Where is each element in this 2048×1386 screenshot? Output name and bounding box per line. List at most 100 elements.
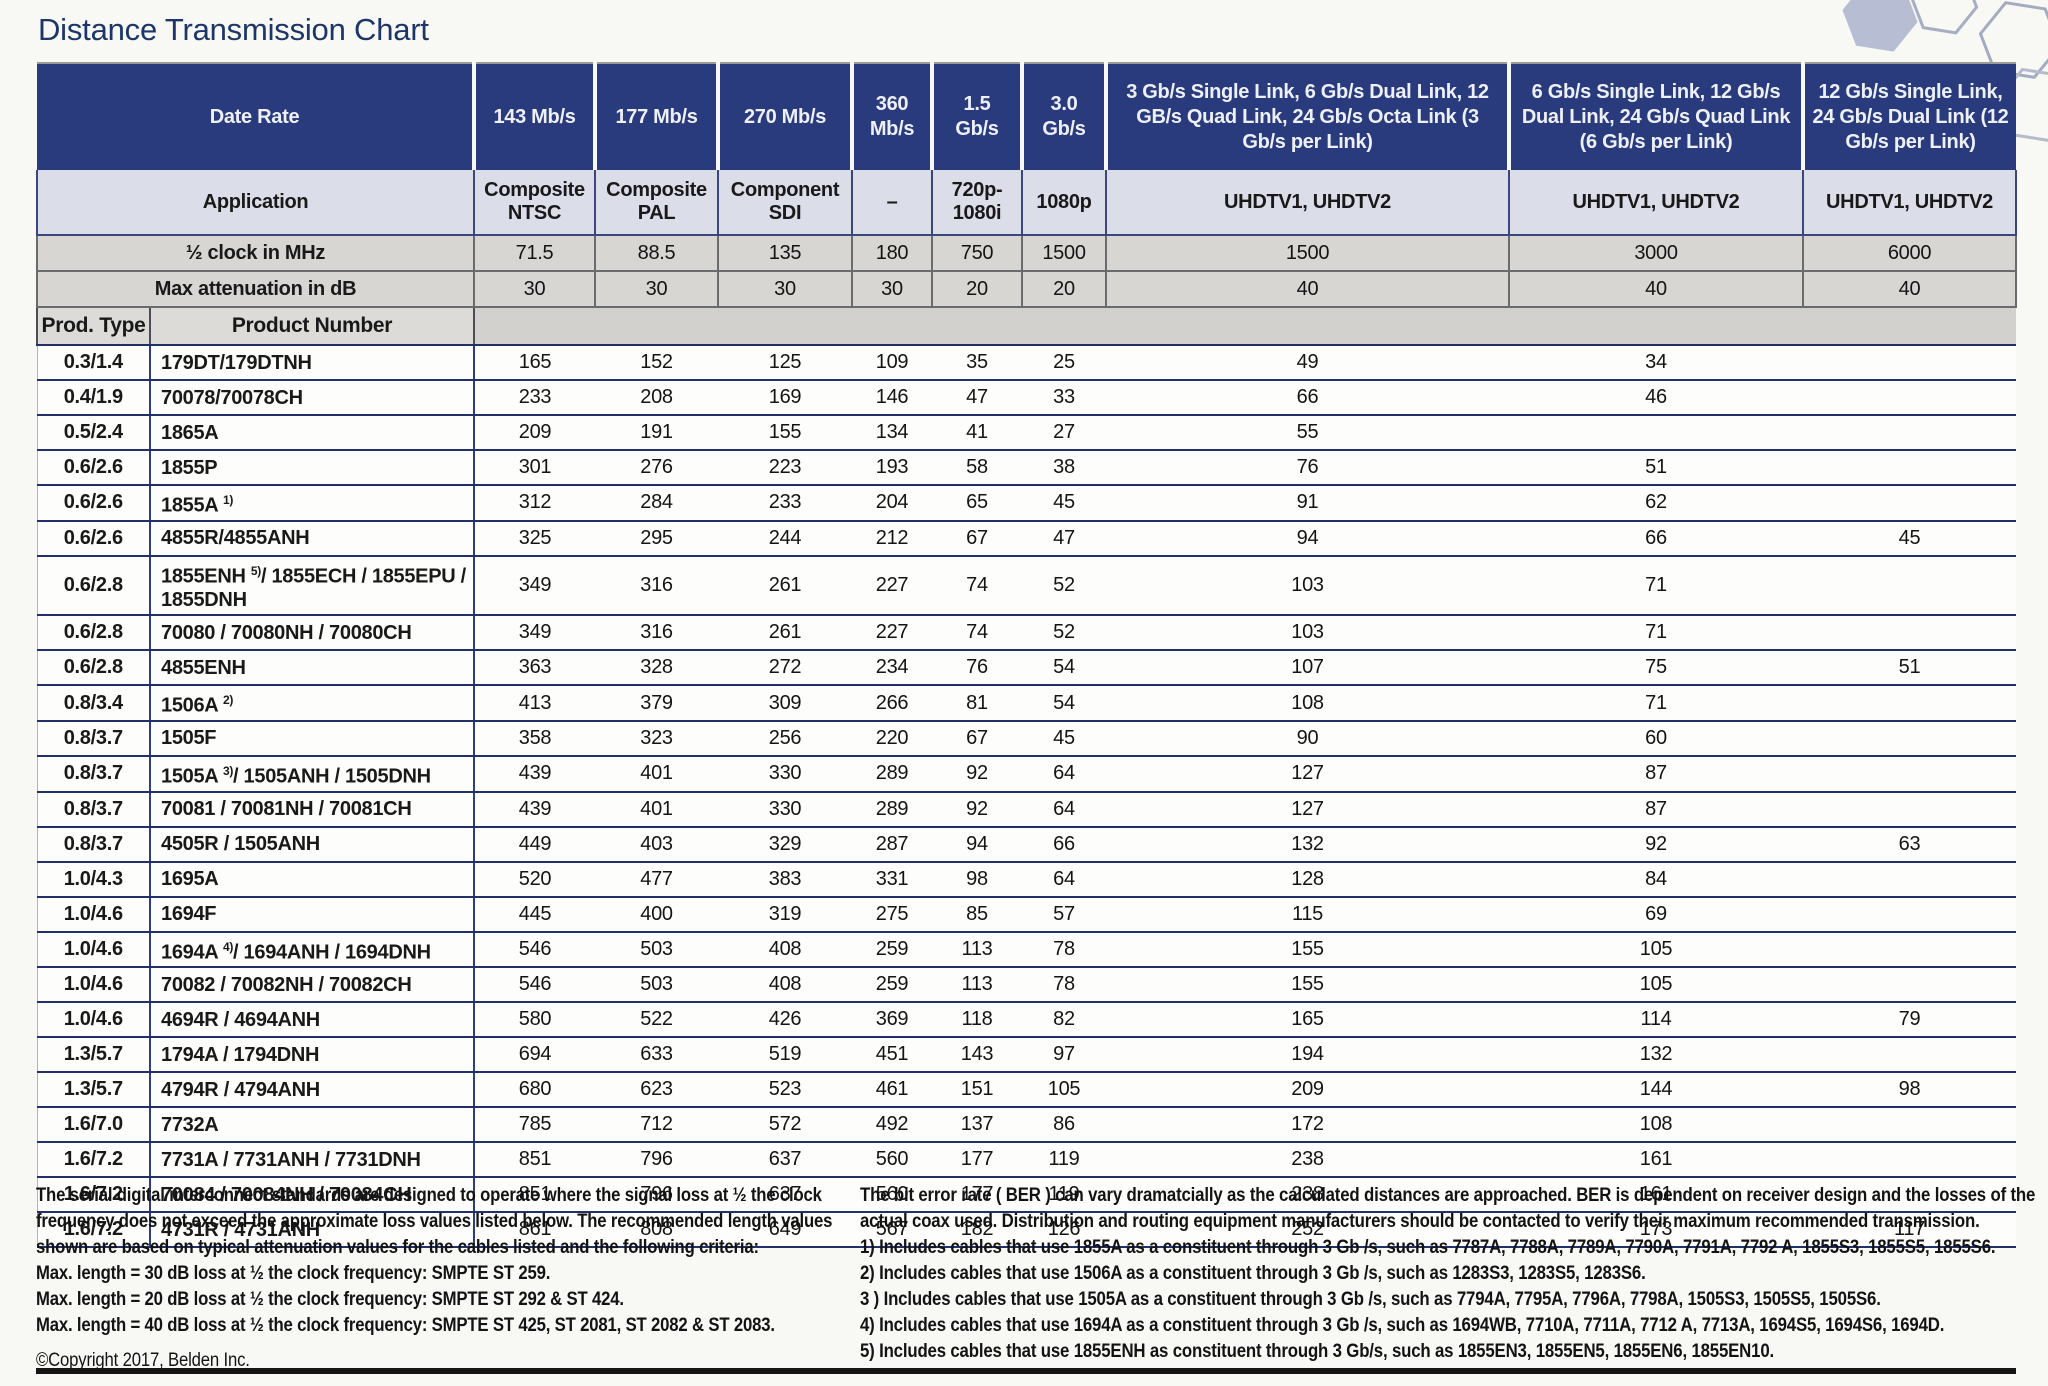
product-number-cell: 4794R / 4794ANH [150,1072,475,1109]
distance-value-cell: 191 [595,415,718,451]
table-header: Date Rate 143 Mb/s 177 Mb/s 270 Mb/s 360 Mb/… [36,62,2017,346]
distance-value-cell: 63 [1803,826,2016,863]
table-row: 0.6/2.6 1855A 1) 312 284 233 204 65 45 91 62 [36,485,2016,522]
distance-value-cell: 118 [932,1002,1022,1039]
distance-value-cell: 103 [1106,615,1509,652]
distance-value-cell: 330 [718,755,852,793]
table-row: 1.3/5.7 4794R / 4794ANH 680 623 523 461 151 105… [36,1072,2016,1109]
distance-value-cell: 51 [1803,650,2016,687]
footer-right-column: The bit error rate ( BER ) can vary dram… [860,1183,2046,1365]
distance-value-cell: 492 [852,1107,932,1144]
distance-value-cell: 132 [1509,1037,1803,1074]
distance-value-cell: 287 [852,826,932,863]
distance-value-cell: 114 [1509,1002,1803,1039]
distance-value-cell: 329 [718,826,852,863]
header-row: Application Composite NTSC Composite PAL Co… [36,170,2017,236]
distance-value-cell [1803,755,2016,793]
distance-value-cell: 234 [852,650,932,687]
header-row: ½ clock in MHz 71.5 88.5 135 180 750 1500 1500 3… [36,234,2017,272]
distance-value-cell: 144 [1509,1072,1803,1109]
table-row: 0.4/1.9 70078/70078CH 233 208 169 146 47 33 66 46 [36,380,2016,416]
distance-value-cell [1803,931,2016,969]
distance-value-cell: 82 [1022,1002,1106,1039]
footnote-line: 3 ) Includes cables that use 1505A as a … [860,1289,1881,1310]
distance-value-cell: 51 [1509,450,1803,486]
distance-value-cell: 113 [932,931,1022,969]
distance-value-cell: 503 [595,931,718,969]
prod-type-cell: 1.0/4.6 [36,931,151,969]
distance-value-cell: 55 [1106,415,1509,451]
prod-type-cell: 0.6/2.6 [36,450,151,486]
product-number-cell: 1794A / 1794DNH [150,1037,475,1074]
distance-value-cell: 331 [852,861,932,898]
rate-header-cell: 177 Mb/s [595,62,720,170]
distance-value-cell: 204 [852,485,932,522]
footnote-line: 5) Includes cables that use 1855ENH as c… [860,1341,1774,1362]
distance-value-cell: 90 [1106,720,1509,757]
distance-value-cell [1803,555,2016,617]
distance-value-cell: 152 [595,345,718,381]
max-length-line: Max. length = 30 dB loss at ½ the clock … [36,1263,551,1284]
distance-value-cell: 363 [474,650,595,687]
clock-value-cell: 6000 [1802,234,2017,272]
distance-value-cell: 316 [595,615,718,652]
distance-value-cell: 560 [852,1142,932,1179]
distance-value-cell [1803,720,2016,757]
table-row: 0.8/3.4 1506A 2) 413 379 309 266 81 54 108 71 [36,685,2016,722]
application-cell: UHDTV1, UHDTV2 [1105,170,1510,236]
product-number-cell: 1855A 1) [150,485,475,522]
clock-value-cell: 1500 [1021,234,1107,272]
distance-value-cell: 92 [1509,826,1803,863]
footnote-line: 1) Includes cables that use 1855A as a c… [860,1237,1996,1258]
distance-value-cell: 567 [852,1212,932,1249]
prod-type-cell: 0.6/2.8 [36,650,151,687]
distance-value-cell: 272 [718,650,852,687]
prod-type-cell: 0.8/3.7 [36,791,151,828]
distance-value-cell: 349 [474,615,595,652]
distance-value-cell: 319 [718,896,852,933]
prod-type-cell: 1.6/7.2 [36,1177,151,1214]
distance-value-cell: 81 [932,685,1022,722]
distance-value-cell: 79 [1803,1002,2016,1039]
prod-type-cell: 0.5/2.4 [36,415,151,451]
distance-value-cell: 126 [1022,1212,1106,1249]
attenuation-value-cell: 40 [1802,270,2017,308]
product-number-cell: 70081 / 70081NH / 70081CH [150,791,475,828]
distance-value-cell: 52 [1022,615,1106,652]
distance-value-cell: 445 [474,896,595,933]
product-number-cell: 4855ENH [150,650,475,687]
distance-value-cell: 209 [474,415,595,451]
application-cell: 1080p [1021,170,1107,236]
distance-value-cell: 796 [595,1142,718,1179]
distance-value-cell: 252 [1106,1212,1509,1249]
product-number-cell: 1855P [150,450,475,486]
distance-value-cell: 46 [1509,380,1803,416]
distance-value-cell: 227 [852,615,932,652]
distance-value-cell: 408 [718,931,852,969]
distance-value-cell: 289 [852,755,932,793]
distance-value-cell: 785 [474,1107,595,1144]
distance-value-cell: 66 [1022,826,1106,863]
distance-value-cell [1509,415,1803,451]
distance-value-cell: 155 [1106,931,1509,969]
distance-value-cell: 275 [852,896,932,933]
product-number-cell: 70084 / 70084NH / 70084CH [150,1177,475,1214]
application-cell: Composite PAL [594,170,719,236]
distance-value-cell: 54 [1022,685,1106,722]
distance-value-cell: 45 [1022,485,1106,522]
distance-value-cell: 69 [1509,896,1803,933]
distance-value-cell: 208 [595,380,718,416]
distance-value-cell: 256 [718,720,852,757]
distance-value-cell [1803,861,2016,898]
distance-value-cell: 98 [932,861,1022,898]
distance-value-cell: 137 [932,1107,1022,1144]
distance-value-cell: 78 [1022,931,1106,969]
distance-value-cell: 161 [1509,1177,1803,1214]
distance-value-cell: 194 [1106,1037,1509,1074]
distance-value-cell [1803,615,2016,652]
distance-value-cell: 107 [1106,650,1509,687]
distance-value-cell: 60 [1509,720,1803,757]
table-row: 0.6/2.8 4855ENH 363 328 272 234 76 54 107 75 51 [36,650,2016,687]
distance-value-cell: 94 [932,826,1022,863]
distance-value-cell: 64 [1022,791,1106,828]
